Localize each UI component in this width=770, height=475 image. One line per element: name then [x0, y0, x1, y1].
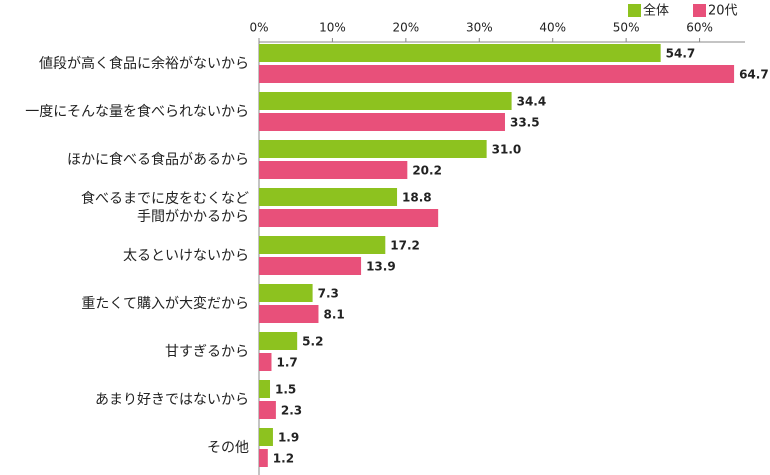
bar	[259, 449, 268, 467]
category-label: あまり好きではないから	[95, 392, 249, 408]
bar	[259, 284, 313, 302]
category-label: ほかに食べる食品があるから	[67, 151, 249, 168]
x-tick-label: 40%	[539, 21, 566, 35]
value-label: 13.9	[366, 260, 396, 274]
bar	[259, 332, 298, 350]
bar	[259, 209, 439, 227]
category-label: 食べるまでに皮をむくなど手間がかかるから	[81, 190, 249, 225]
value-label: 2.3	[281, 404, 302, 418]
x-tick-label: 60%	[686, 21, 713, 35]
value-label: 7.3	[318, 287, 339, 301]
value-label: 1.2	[273, 452, 294, 466]
value-label: 18.8	[402, 191, 432, 205]
x-tick-label: 10%	[319, 21, 346, 35]
value-label: 54.7	[666, 47, 696, 61]
bar	[259, 305, 319, 323]
bar	[259, 401, 276, 419]
value-label: 1.7	[276, 356, 297, 370]
value-label: 34.4	[517, 95, 547, 109]
value-label: 1.5	[275, 383, 296, 397]
bar	[259, 140, 487, 158]
x-tick-label: 30%	[466, 21, 493, 35]
x-tick-label: 50%	[613, 21, 640, 35]
bar	[259, 92, 512, 110]
bar	[259, 380, 271, 398]
bar	[259, 353, 272, 371]
legend-label: 20代	[708, 4, 738, 19]
value-label: 20.2	[412, 164, 442, 178]
category-label: その他	[207, 440, 249, 456]
value-label: 31.0	[492, 143, 522, 157]
bar	[259, 161, 408, 179]
bar	[259, 257, 362, 275]
bar	[259, 113, 505, 131]
bar	[259, 65, 735, 83]
x-tick-label: 20%	[393, 21, 420, 35]
value-label: 33.5	[510, 116, 540, 130]
legend-label: 全体	[643, 3, 669, 19]
value-label: 1.9	[278, 431, 299, 445]
bar	[259, 428, 273, 446]
category-label: 一度にそんな量を食べられないから	[25, 103, 249, 120]
category-label: 重たくて購入が大変だから	[81, 295, 249, 312]
bar	[259, 44, 661, 62]
category-label: 太るといけないから	[123, 248, 249, 264]
x-tick-label: 0%	[249, 21, 268, 35]
value-label: 64.7	[739, 68, 769, 82]
value-label: 17.2	[390, 239, 420, 253]
value-label: 5.2	[302, 335, 323, 349]
legend-swatch	[628, 4, 641, 17]
value-label: 8.1	[323, 308, 344, 322]
category-label: 甘すぎるから	[165, 344, 249, 360]
bar	[259, 188, 398, 206]
bar	[259, 236, 386, 254]
legend-swatch	[693, 4, 706, 17]
category-label: 値段が高く食品に余裕がないから	[39, 55, 249, 72]
